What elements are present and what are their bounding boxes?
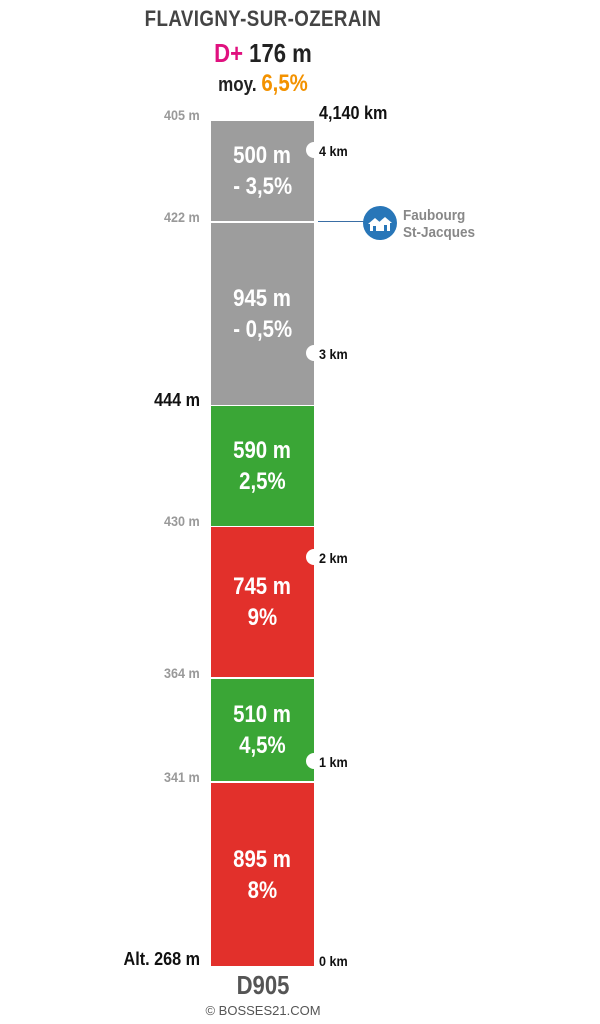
road-name: D905 [236,970,290,1000]
segment-length: 500 m [233,142,292,169]
houses-icon [363,206,397,240]
altitude-label-start: Alt. 268 m [123,949,200,969]
altitude-label: 430 m [164,513,200,529]
credit: © BOSSES21.COM [205,1003,321,1018]
km-notch [306,142,322,158]
segment-length: 745 m [233,573,292,600]
average-grade: moy. 6,5% [39,70,486,98]
poi-label: Faubourg St-Jacques [403,207,475,241]
km-label: 0 km [319,953,348,969]
km-notch [306,345,322,361]
altitude-label: 341 m [164,769,200,785]
dplus-value: 176 m [249,38,312,68]
km-label-total: 4,140 km [319,103,388,123]
segment-length: 590 m [233,437,292,464]
km-label: 1 km [319,754,348,770]
altitude-label: 364 m [164,665,200,681]
segment-grade: 2,5% [239,468,286,495]
segment-grade: 4,5% [239,732,286,759]
segment-5: 510 m 4,5% [211,679,314,781]
km-label: 4 km [319,143,348,159]
segment-length: 945 m [233,285,292,312]
segment-2: 945 m - 0,5% [211,223,314,405]
segment-grade: 8% [247,876,278,904]
segment-length: 895 m [233,845,292,873]
segment-4: 745 m 9% [211,527,314,677]
segment-3: 590 m 2,5% [211,406,314,526]
moy-value: 6,5% [261,70,308,97]
km-notch [306,753,322,769]
km-label: 3 km [319,346,348,362]
poi-connector [318,221,364,222]
climb-title: FLAVIGNY-SUR-OZERAIN [144,6,382,31]
segment-grade: - 0,5% [233,316,292,343]
segment-6: 895 m 8% [211,783,314,966]
altitude-label: 405 m [164,107,200,123]
moy-label: moy. [218,74,257,96]
poi-line1: Faubourg [403,207,466,224]
segment-1: 500 m - 3,5% [211,121,314,221]
altitude-label: 422 m [164,209,200,225]
dplus-label: D+ [214,38,244,68]
altitude-label-summit: 444 m [154,390,200,410]
segment-length: 510 m [233,701,292,728]
segment-grade: - 3,5% [233,173,292,200]
segment-grade: 9% [247,604,278,631]
poi-line2: St-Jacques [403,224,476,241]
km-label: 2 km [319,550,348,566]
elevation-gain: D+ 176 m [39,38,486,69]
km-notch [306,549,322,565]
